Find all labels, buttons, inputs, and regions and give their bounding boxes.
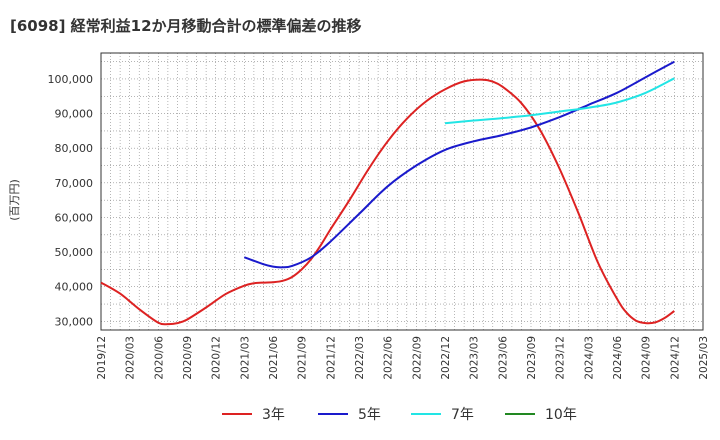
x-tick-label: 2020/06 xyxy=(153,336,165,380)
legend-item: 10年 xyxy=(505,407,577,423)
y-tick-label: 100,000 xyxy=(48,73,94,86)
x-tick-label: 2024/09 xyxy=(641,336,653,380)
x-tick-label: 2019/12 xyxy=(96,336,108,380)
x-tick-label: 2022/12 xyxy=(440,336,452,380)
y-tick-label: 60,000 xyxy=(55,211,94,224)
y-tick-label: 90,000 xyxy=(55,108,94,121)
x-tick-label: 2025/03 xyxy=(698,336,710,380)
x-tick-label: 2022/06 xyxy=(383,336,395,380)
x-tick-label: 2024/06 xyxy=(612,336,624,380)
x-tick-label: 2023/06 xyxy=(497,336,509,380)
x-tick-label: 2024/12 xyxy=(669,336,681,380)
y-axis: 30,000 40,000 50,000 60,000 70,000 80,000 90,0… xyxy=(48,73,94,328)
plot-border xyxy=(100,52,704,331)
x-tick-label: 2021/12 xyxy=(325,336,337,380)
x-tick-label: 2023/12 xyxy=(555,336,567,380)
x-tick-label: 2020/03 xyxy=(125,336,137,380)
series-line-3 xyxy=(444,77,675,125)
grid xyxy=(101,53,703,330)
chart-title: [6098] 経常利益12か月移動合計の標準偏差の推移 xyxy=(10,17,362,35)
legend-label: 10年 xyxy=(545,407,577,423)
legend: 3年 5年 7年 10年 xyxy=(222,407,577,423)
x-tick-label: 2022/09 xyxy=(411,336,423,380)
series-line-1 xyxy=(100,78,675,326)
legend-item: 3年 xyxy=(222,407,285,423)
x-axis: 2019/12 2020/03 2020/06 2020/09 2020/12 2021/… xyxy=(96,336,710,380)
x-tick-label: 2022/03 xyxy=(354,336,366,380)
legend-item: 7年 xyxy=(411,407,474,423)
y-tick-label: 80,000 xyxy=(55,142,94,155)
x-tick-label: 2021/03 xyxy=(239,336,251,380)
x-tick-label: 2020/12 xyxy=(211,336,223,380)
x-tick-label: 2020/09 xyxy=(182,336,194,380)
x-tick-label: 2021/06 xyxy=(268,336,280,380)
y-axis-label: (百万円) xyxy=(8,179,21,221)
x-tick-label: 2021/09 xyxy=(297,336,309,380)
y-tick-label: 30,000 xyxy=(55,315,94,328)
legend-item: 5年 xyxy=(318,407,381,423)
legend-label: 7年 xyxy=(451,407,474,423)
x-tick-label: 2024/03 xyxy=(583,336,595,380)
series-line-2 xyxy=(243,60,675,269)
legend-label: 3年 xyxy=(262,407,285,423)
y-tick-label: 50,000 xyxy=(55,246,94,259)
series-group xyxy=(100,60,675,326)
x-tick-label: 2023/03 xyxy=(469,336,481,380)
y-tick-label: 40,000 xyxy=(55,281,94,294)
legend-label: 5年 xyxy=(358,407,381,423)
x-tick-label: 2023/09 xyxy=(526,336,538,380)
y-tick-label: 70,000 xyxy=(55,177,94,190)
